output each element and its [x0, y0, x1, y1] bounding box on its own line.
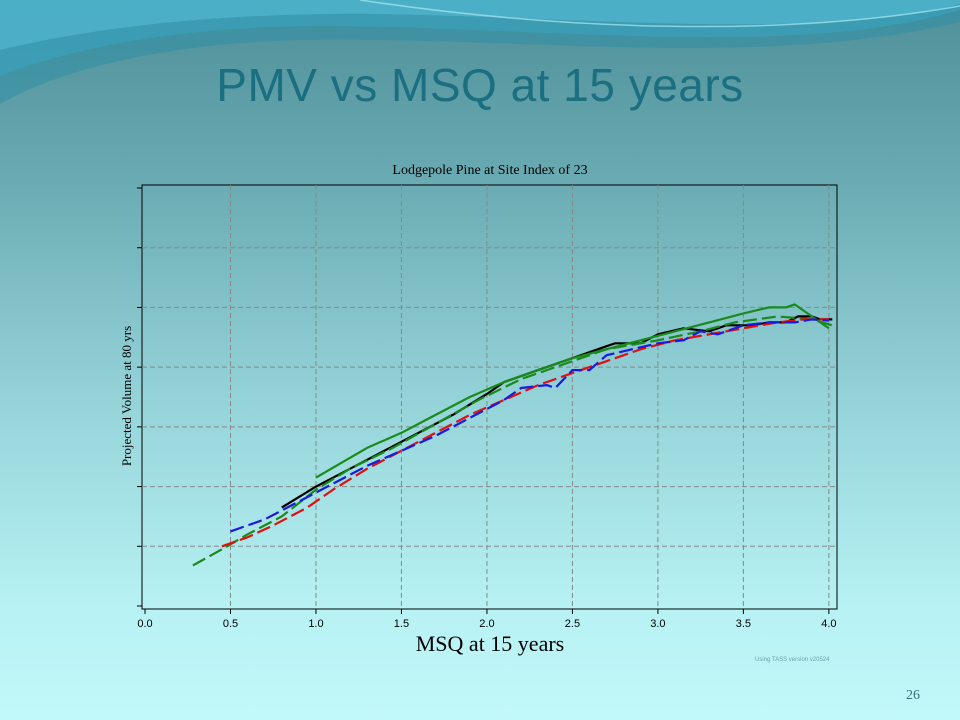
axis-ticks [137, 187, 830, 614]
grid-lines [142, 185, 837, 609]
series-lines [192, 303, 833, 567]
footnote: Using TASS version v20524 [755, 657, 830, 663]
slide-title: PMV vs MSQ at 15 years [216, 59, 744, 111]
y-axis-label: Projected Volume at 80 yrs [119, 325, 134, 467]
decorative-waves [0, 0, 960, 104]
series-line-2 [315, 303, 830, 479]
x-tick-label: 0.5 [223, 618, 238, 630]
x-axis-label: MSQ at 15 years [415, 631, 565, 656]
x-tick-label: 1.0 [308, 618, 323, 630]
x-tick-label: 3.5 [736, 618, 751, 630]
page-number: 26 [906, 688, 920, 703]
series-line-5 [230, 318, 829, 533]
x-tick-label: 2.0 [479, 618, 494, 630]
series-line-1 [281, 315, 833, 509]
x-tick-label: 3.0 [650, 618, 665, 630]
x-tick-labels: 0.0 0.5 1.0 1.5 2.0 2.5 3.0 3.5 4.0 [137, 618, 836, 630]
series-line-3 [192, 315, 833, 567]
x-tick-label: 2.5 [565, 618, 580, 630]
x-tick-label: 0.0 [137, 618, 152, 630]
chart-title: Lodgepole Pine at Site Index of 23 [392, 163, 588, 178]
plot-area [141, 184, 838, 610]
series-line-4 [221, 318, 829, 548]
x-tick-label: 4.0 [821, 618, 836, 630]
x-tick-label: 1.5 [394, 618, 409, 630]
